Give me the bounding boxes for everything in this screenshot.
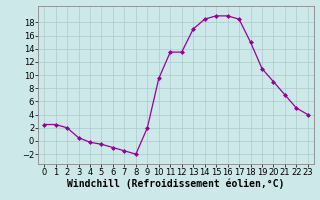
X-axis label: Windchill (Refroidissement éolien,°C): Windchill (Refroidissement éolien,°C) — [67, 179, 285, 189]
